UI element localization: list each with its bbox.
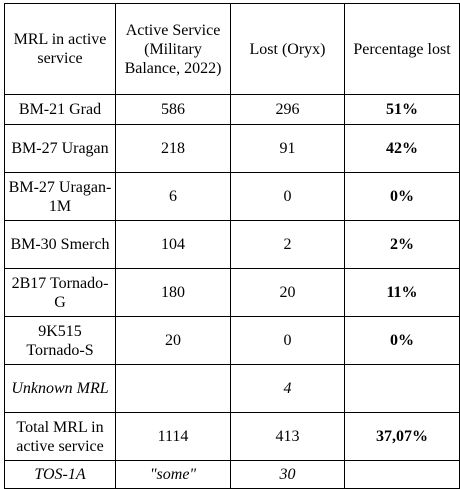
lost-cell: 30 <box>230 460 345 489</box>
mrl-losses-table: MRL in active service Active Service (Mi… <box>4 3 460 489</box>
system-name-cell: BM-27 Uragan-1M <box>4 172 116 221</box>
system-name-cell: BM-30 Smerch <box>4 220 116 269</box>
table-row: BM-21 Grad 586 296 51% <box>4 94 460 125</box>
active-service-cell: 218 <box>115 124 231 173</box>
percentage-lost-cell: 2% <box>344 220 460 269</box>
active-service-cell: 6 <box>115 172 231 221</box>
header-active-service: Active Service (Military Balance, 2022) <box>115 3 231 95</box>
table-row: Unknown MRL 4 <box>4 364 460 413</box>
lost-cell: 91 <box>230 124 345 173</box>
lost-cell: 0 <box>230 316 345 365</box>
table-row: 2B17 Tornado-G 180 20 11% <box>4 268 460 317</box>
active-service-cell: 180 <box>115 268 231 317</box>
percentage-lost-cell: 11% <box>344 268 460 317</box>
lost-cell: 4 <box>230 364 345 413</box>
lost-cell: 20 <box>230 268 345 317</box>
active-service-cell: 20 <box>115 316 231 365</box>
active-service-cell: "some" <box>115 460 231 489</box>
active-service-cell: 1114 <box>115 412 231 461</box>
header-lost: Lost (Oryx) <box>230 3 345 95</box>
system-name-cell: 9K515 Tornado-S <box>4 316 116 365</box>
system-name-cell: BM-21 Grad <box>4 94 116 125</box>
active-service-cell: 104 <box>115 220 231 269</box>
header-percentage-lost: Percentage lost <box>344 3 460 95</box>
lost-cell: 296 <box>230 94 345 125</box>
active-service-cell <box>115 364 231 413</box>
percentage-lost-cell: 51% <box>344 94 460 125</box>
table-row: 9K515 Tornado-S 20 0 0% <box>4 316 460 365</box>
percentage-lost-cell: 37,07% <box>344 412 460 461</box>
table-header-row: MRL in active service Active Service (Mi… <box>4 3 460 95</box>
active-service-cell: 586 <box>115 94 231 125</box>
table-row: BM-30 Smerch 104 2 2% <box>4 220 460 269</box>
percentage-lost-cell: 42% <box>344 124 460 173</box>
lost-cell: 413 <box>230 412 345 461</box>
percentage-lost-cell: 0% <box>344 316 460 365</box>
table-row: BM-27 Uragan-1M 6 0 0% <box>4 172 460 221</box>
table-row: TOS-1A "some" 30 <box>4 460 460 489</box>
percentage-lost-cell <box>344 460 460 489</box>
percentage-lost-cell: 0% <box>344 172 460 221</box>
lost-cell: 0 <box>230 172 345 221</box>
header-mrl-in-active-service: MRL in active service <box>4 3 116 95</box>
lost-cell: 2 <box>230 220 345 269</box>
system-name-cell: Unknown MRL <box>4 364 116 413</box>
system-name-cell: 2B17 Tornado-G <box>4 268 116 317</box>
system-name-cell: BM-27 Uragan <box>4 124 116 173</box>
percentage-lost-cell <box>344 364 460 413</box>
table-row-total: Total MRL in active service 1114 413 37,… <box>4 412 460 461</box>
table-row: BM-27 Uragan 218 91 42% <box>4 124 460 173</box>
mrl-losses-table-container: MRL in active service Active Service (Mi… <box>4 3 460 489</box>
system-name-cell: TOS-1A <box>4 460 116 489</box>
system-name-cell: Total MRL in active service <box>4 412 116 461</box>
